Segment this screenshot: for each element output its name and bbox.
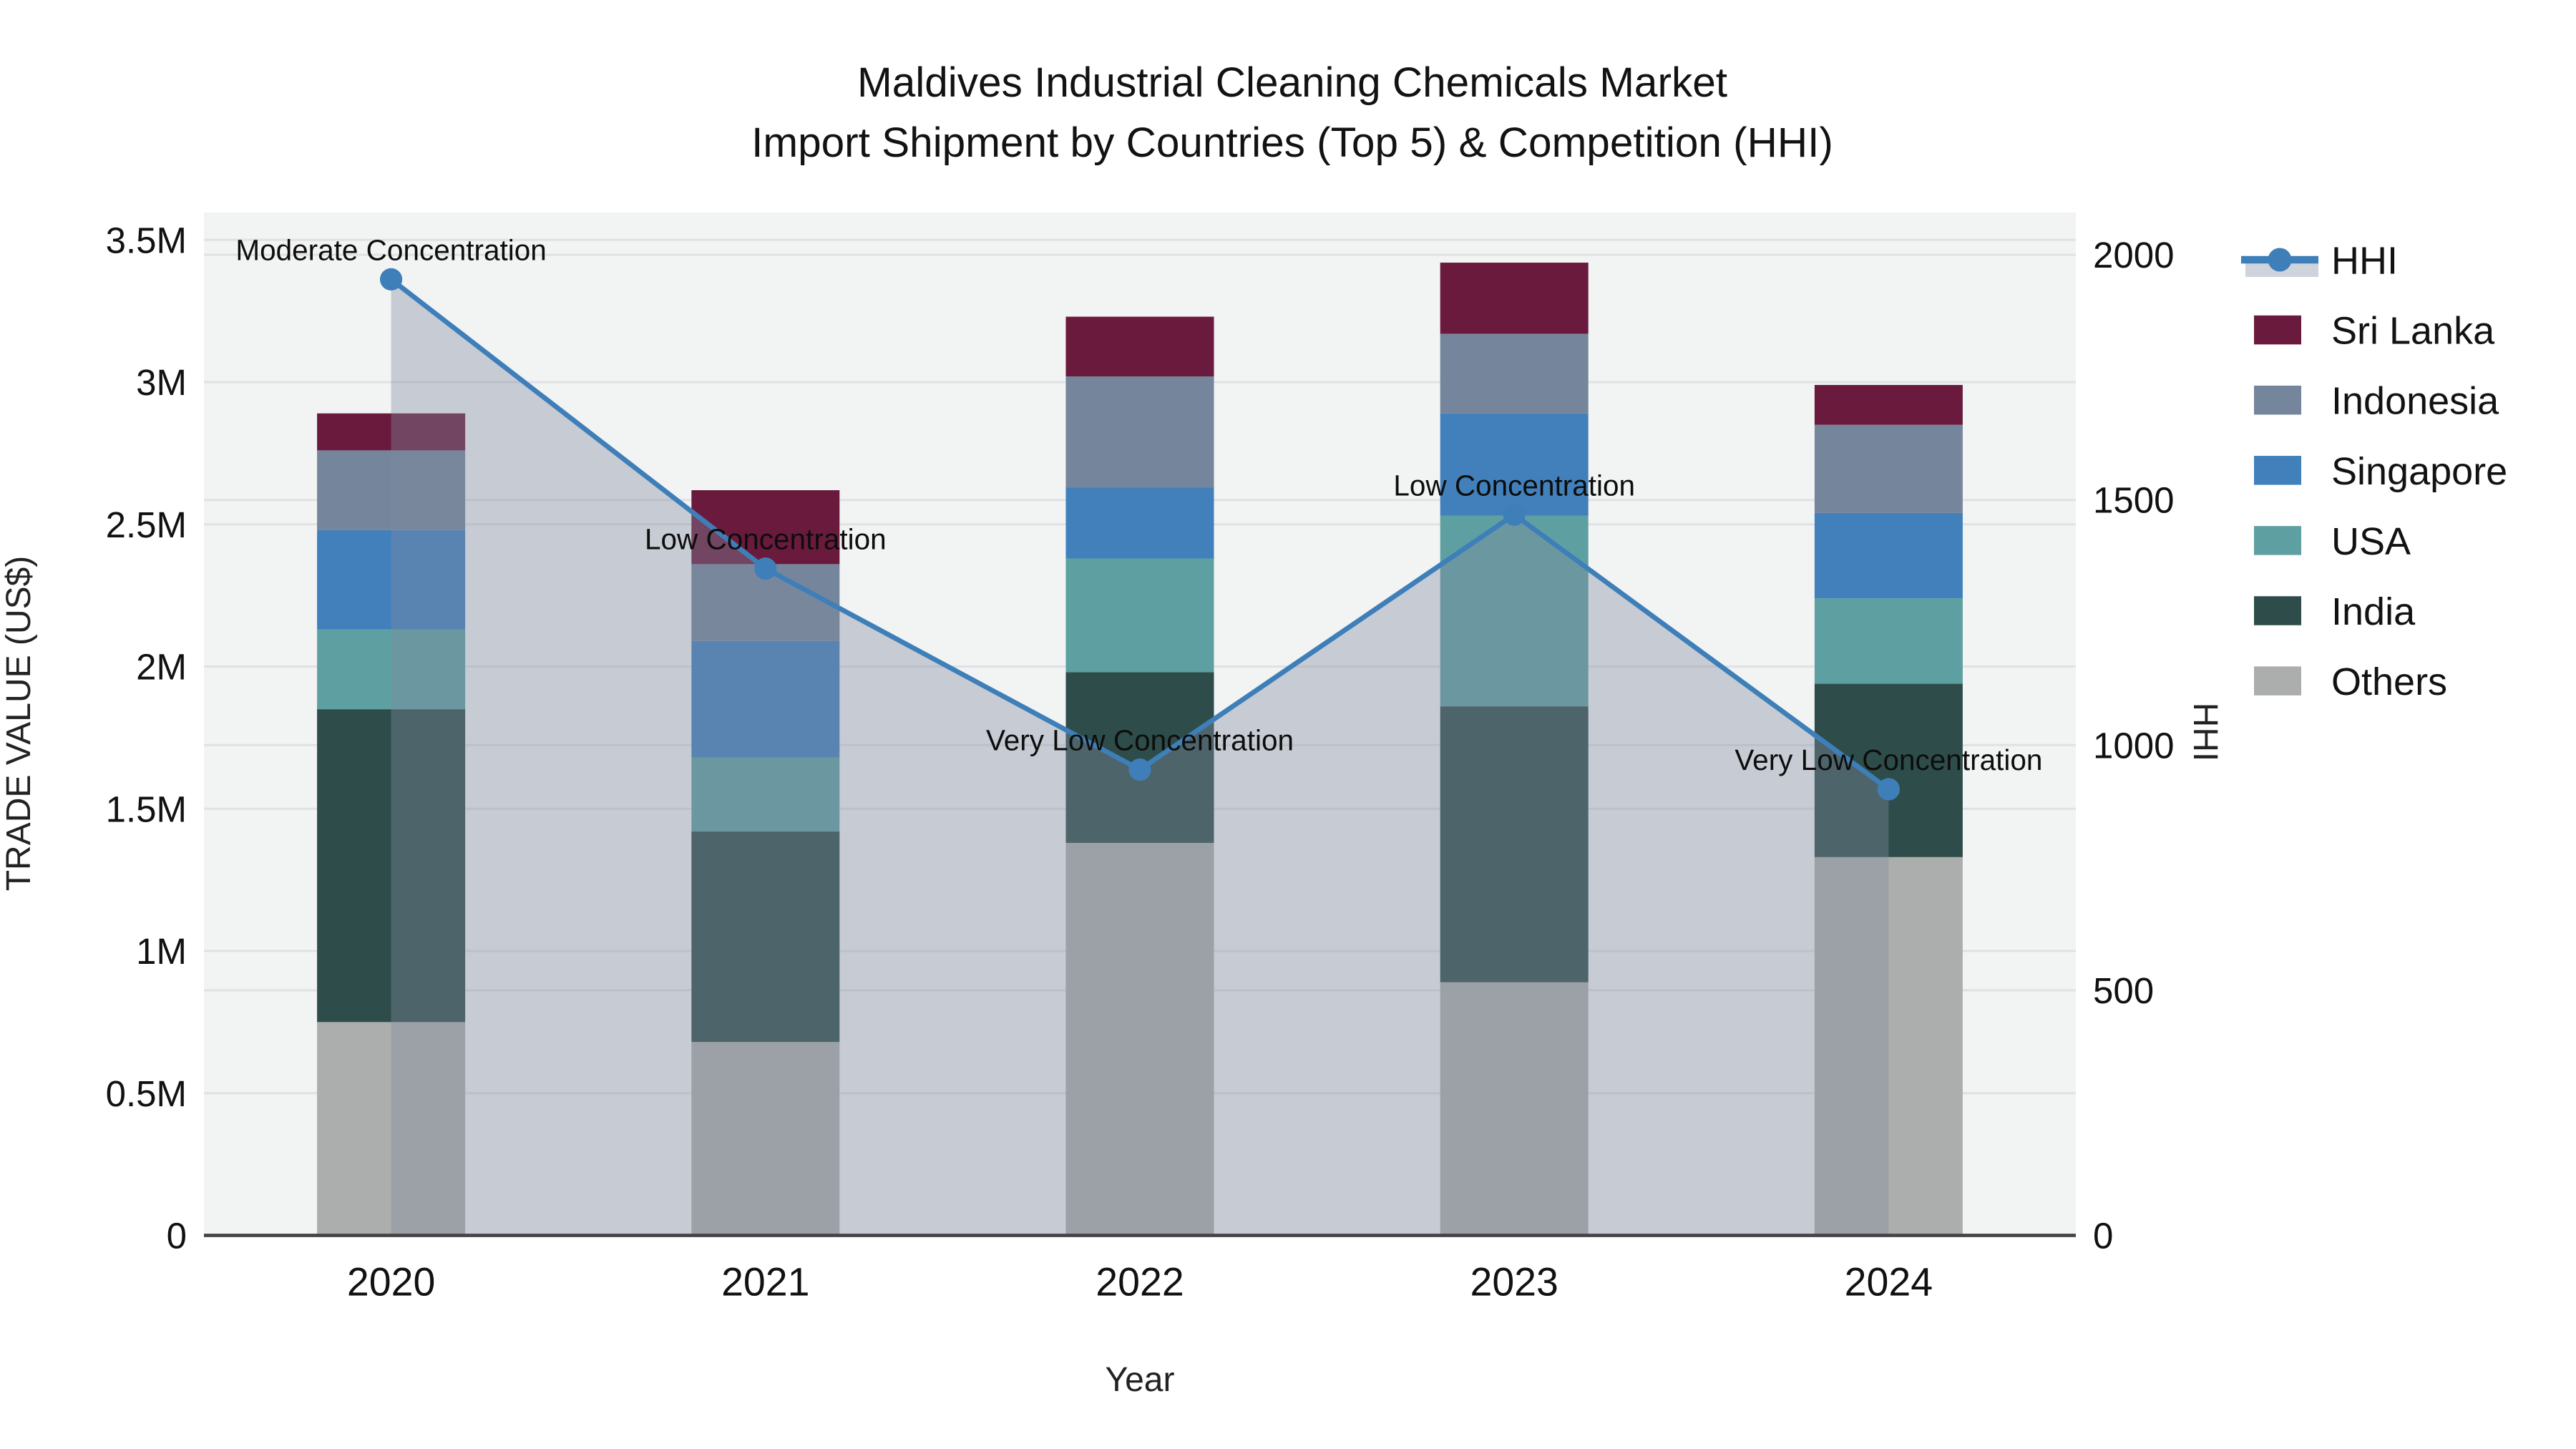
legend-swatch-icon [2254,385,2301,415]
legend-item-label: USA [2331,520,2411,563]
annotations: Moderate Concentration Low Concentration V… [235,233,2042,776]
bar-segment-sri-lanka-2022[interactable] [1065,316,1214,377]
legend-swatch-icon [2254,315,2301,345]
legend-item-indonesia[interactable]: Indonesia [2254,380,2499,423]
hhi-point-2023[interactable] [1503,503,1526,526]
y-tick-left: 0.5M [106,1073,187,1114]
stacked-bars [317,263,1963,1236]
bar-segment-usa-2021[interactable] [691,757,840,832]
legend-item-label: Singapore [2331,450,2507,493]
legend-swatch-icon [2254,526,2301,555]
legend-swatch-icon [2254,666,2301,696]
legend-item-india[interactable]: India [2254,590,2416,633]
bar-segment-usa-2022[interactable] [1065,558,1214,673]
bar-segment-india-2021[interactable] [691,831,840,1043]
bar-segment-others-2020[interactable] [317,1022,466,1236]
annotation-2022: Very Low Concentration [986,724,1294,757]
x-tick-2020: 2020 [347,1260,435,1304]
legend-item-label: Sri Lanka [2331,310,2495,353]
x-axis-ticks: 2020 2021 2022 2023 2024 [347,1260,1933,1304]
bar-segment-singapore-2023[interactable] [1440,413,1589,516]
y2-axis-title: HHI [2186,703,2224,762]
annotation-2020: Moderate Concentration [235,233,547,266]
x-tick-2023: 2023 [1470,1260,1558,1304]
legend-item-singapore[interactable]: Singapore [2254,450,2507,493]
y-axis-ticks-left: 0 0.5M 1M 1.5M 2M 2.5M 3M 3.5M [106,220,187,1256]
hhi-point-2020[interactable] [380,268,403,291]
bar-segment-singapore-2024[interactable] [1814,512,1963,599]
y-tick-right: 0 [2093,1216,2113,1257]
bar-segment-sri-lanka-2024[interactable] [1814,384,1963,425]
legend-item-usa[interactable]: USA [2254,520,2411,563]
bar-segment-india-2022[interactable] [1065,672,1214,843]
x-axis-title: Year [1106,1361,1175,1399]
bar-segment-india-2023[interactable] [1440,706,1589,982]
bar-segment-sri-lanka-2020[interactable] [317,413,466,451]
bar-segment-india-2024[interactable] [1814,683,1963,857]
y-axis-ticks-right: 0 500 1000 1500 2000 [2093,235,2174,1256]
legend-item-label: Others [2331,660,2447,703]
y-tick-left: 3M [136,362,187,403]
hhi-markers [380,268,1900,801]
x-tick-2021: 2021 [721,1260,809,1304]
legend: HHI Sri Lanka Indonesia Singapore USA India Ot… [2241,240,2507,703]
chart-title-line1: Maldives Industrial Cleaning Chemicals M… [857,59,1727,106]
x-tick-2024: 2024 [1845,1260,1933,1304]
legend-swatch-icon [2254,596,2301,625]
legend-item-label: HHI [2331,240,2398,283]
bar-segment-indonesia-2024[interactable] [1814,424,1963,513]
y-tick-left: 0 [167,1216,187,1257]
bar-segment-indonesia-2020[interactable] [317,450,466,530]
bar-segment-usa-2024[interactable] [1814,598,1963,684]
bar-segment-singapore-2021[interactable] [691,640,840,758]
y-tick-left: 2M [136,647,187,688]
y-tick-left: 3.5M [106,220,187,260]
legend-item-hhi[interactable]: HHI [2241,240,2398,283]
bar-segment-others-2022[interactable] [1065,842,1214,1236]
y-axis-title: TRADE VALUE (US$) [0,556,38,892]
bar-segment-indonesia-2022[interactable] [1065,376,1214,488]
hhi-point-2021[interactable] [754,557,777,580]
legend-swatch-icon [2254,456,2301,485]
y-tick-right: 1500 [2093,480,2174,521]
y-tick-left: 2.5M [106,504,187,545]
y-tick-left: 1M [136,931,187,972]
legend-item-label: India [2331,590,2416,633]
y-tick-right: 2000 [2093,235,2174,275]
chart-title-line2: Import Shipment by Countries (Top 5) & C… [751,119,1833,166]
legend-hhi-marker-icon [2268,248,2292,272]
bar-segment-sri-lanka-2021[interactable] [691,490,840,565]
bar-segment-singapore-2022[interactable] [1065,487,1214,559]
bar-segment-others-2024[interactable] [1814,857,1963,1236]
bar-segment-usa-2020[interactable] [317,629,466,710]
hhi-point-2024[interactable] [1877,778,1900,801]
y-tick-right: 1000 [2093,725,2174,766]
bar-segment-others-2023[interactable] [1440,982,1589,1236]
bar-segment-sri-lanka-2023[interactable] [1440,263,1589,334]
bar-segment-india-2020[interactable] [317,709,466,1023]
annotation-2023: Low Concentration [1393,469,1635,502]
hhi-point-2022[interactable] [1128,758,1151,781]
legend-item-label: Indonesia [2331,380,2499,423]
bar-segment-indonesia-2023[interactable] [1440,333,1589,414]
bar-segment-others-2021[interactable] [691,1042,840,1236]
annotation-2021: Low Concentration [645,523,887,556]
annotation-2024: Very Low Concentration [1735,743,2042,776]
y-tick-right: 500 [2093,970,2154,1011]
y-tick-left: 1.5M [106,789,187,829]
bar-segment-singapore-2020[interactable] [317,530,466,630]
legend-item-sri-lanka[interactable]: Sri Lanka [2254,310,2495,353]
legend-item-others[interactable]: Others [2254,660,2447,703]
x-tick-2022: 2022 [1096,1260,1184,1304]
